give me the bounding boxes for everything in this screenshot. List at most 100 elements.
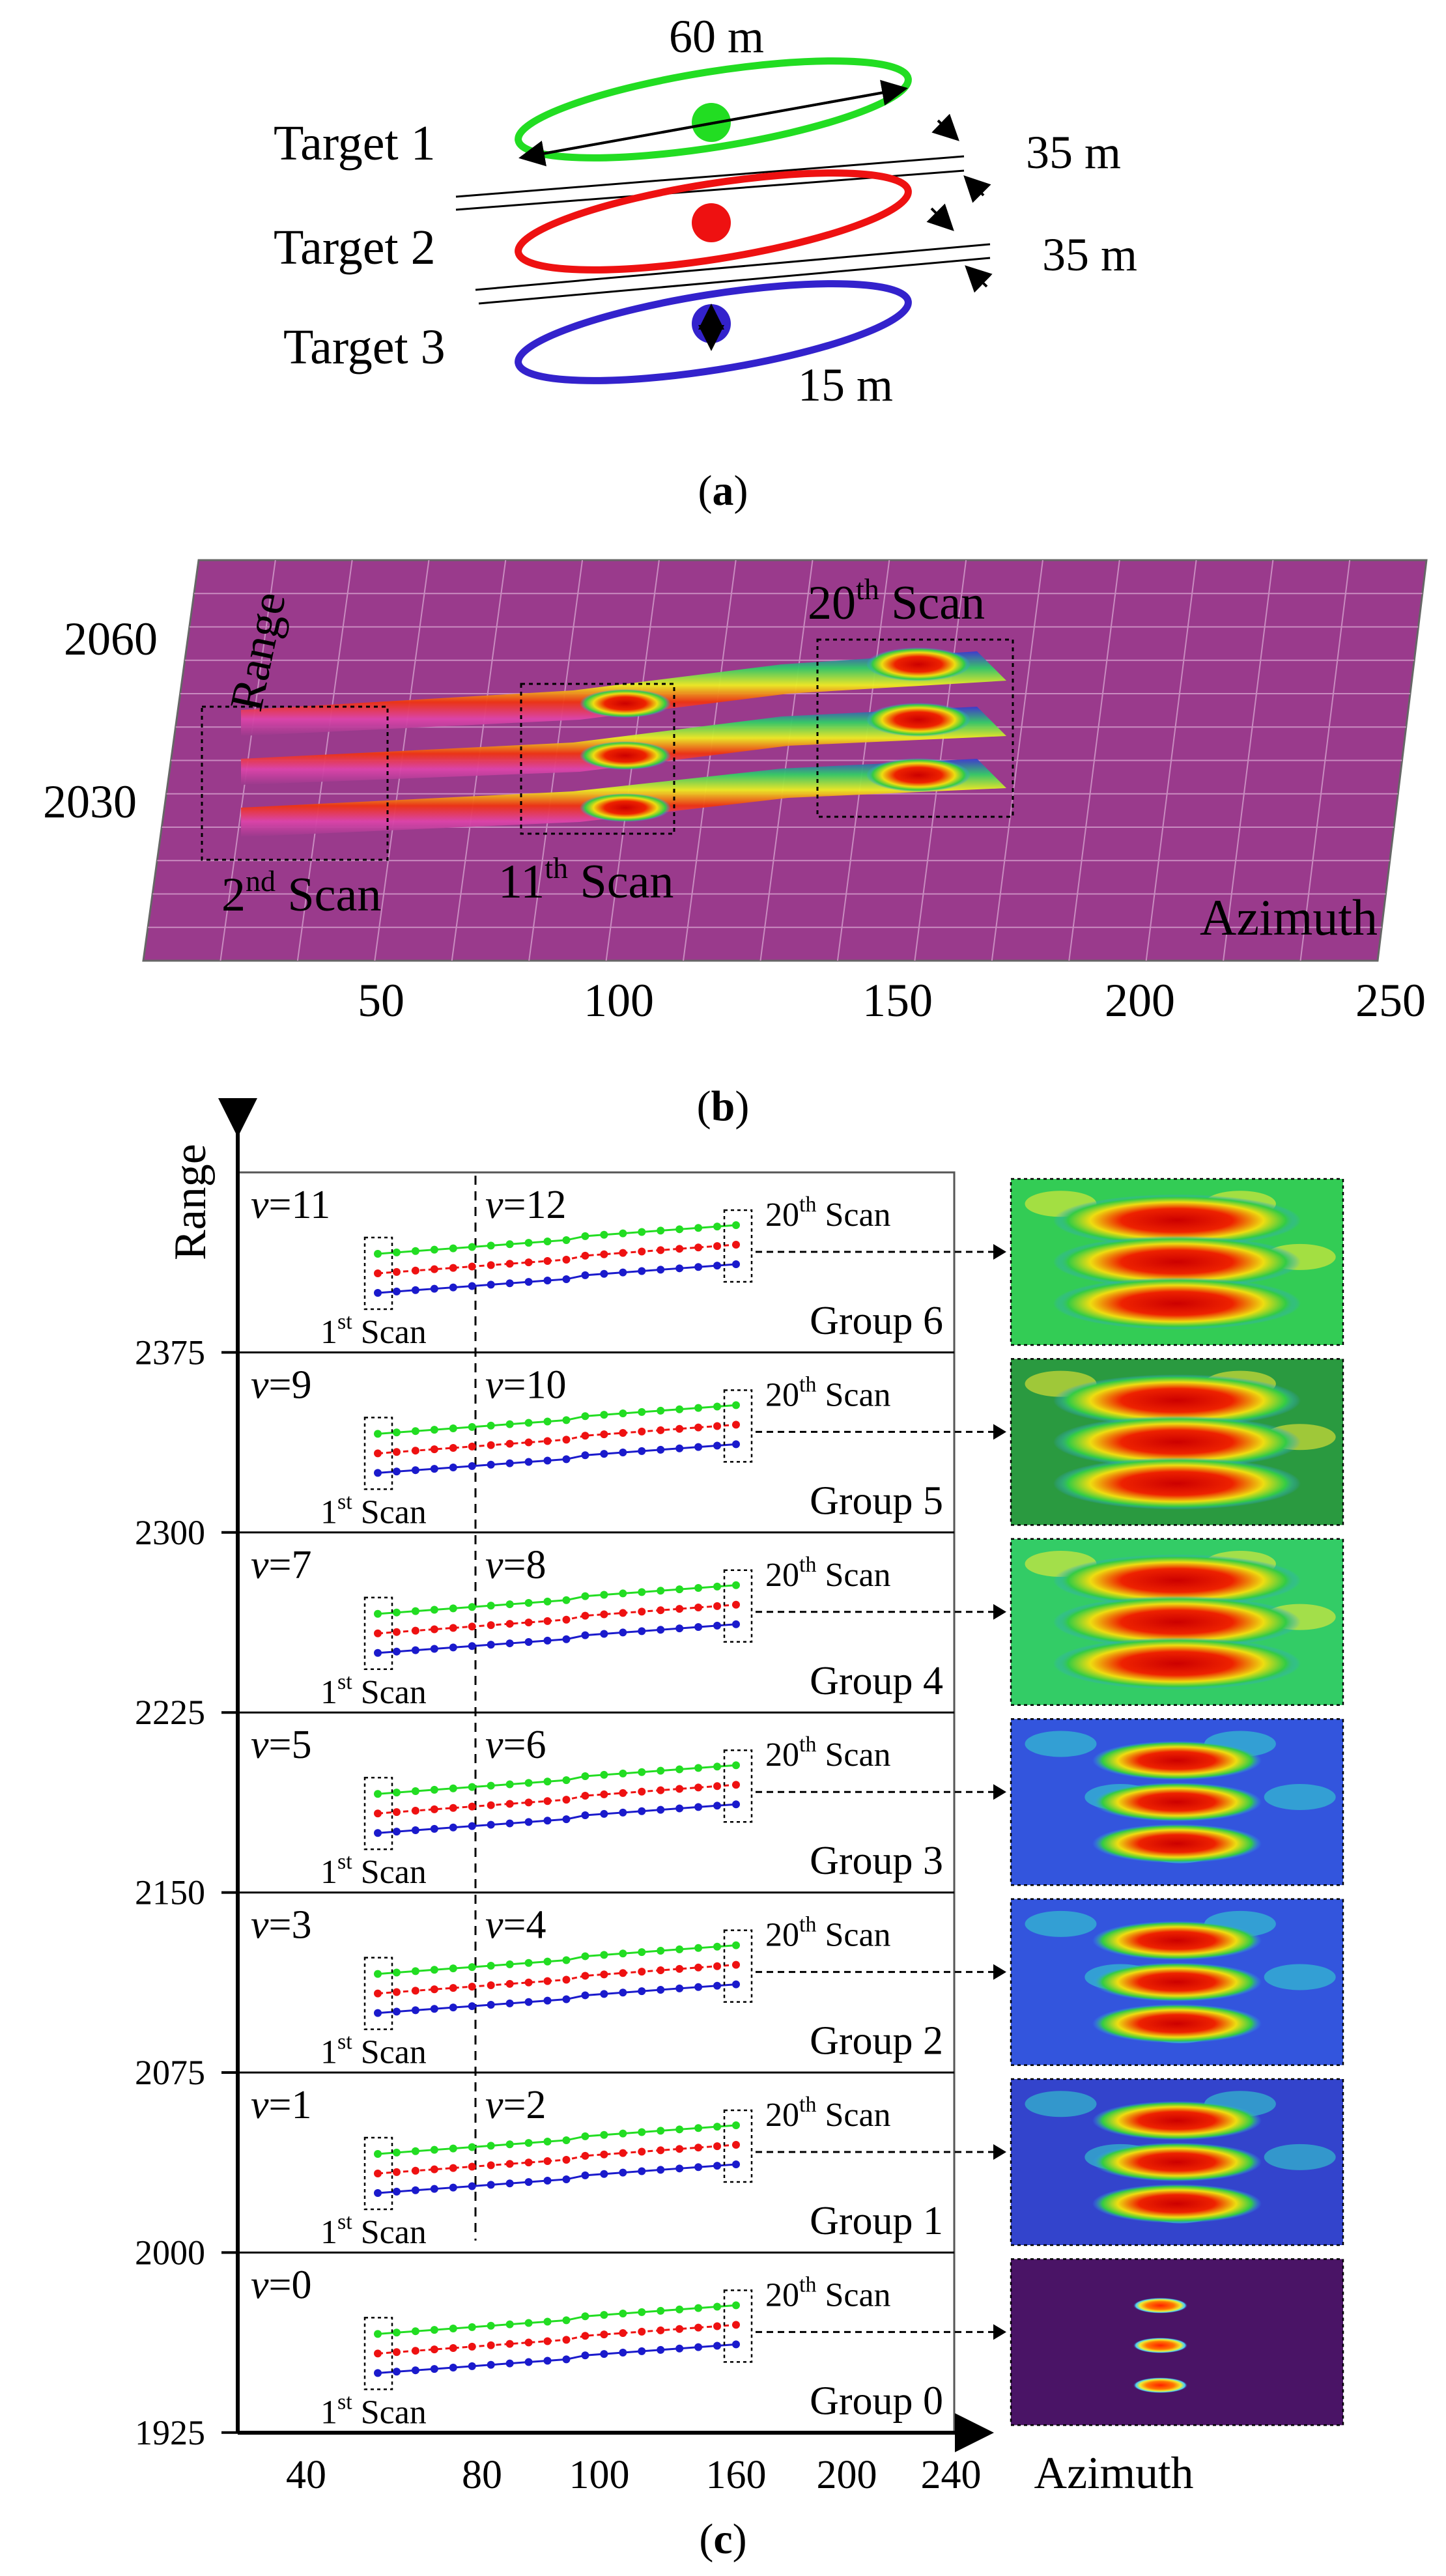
series-point xyxy=(581,2171,589,2179)
series-point xyxy=(732,2301,740,2310)
first-scan-box xyxy=(363,1417,393,1490)
series-point xyxy=(505,1800,514,1808)
x-tick-200: 200 xyxy=(1105,974,1175,1026)
series-point xyxy=(581,1772,589,1781)
series-point xyxy=(600,2130,608,2139)
series-point xyxy=(713,2302,722,2311)
series-point xyxy=(449,1964,457,1973)
series-point xyxy=(524,2319,533,2327)
separator-line-1 xyxy=(455,155,965,198)
scan-label-11th: 11th Scan xyxy=(498,851,673,909)
series-point xyxy=(392,2007,401,2016)
series-point xyxy=(411,1967,419,1975)
series-point xyxy=(694,1423,703,1432)
series-point xyxy=(675,1964,684,1973)
series-point xyxy=(619,1769,627,1777)
group-label: Group 1 xyxy=(810,2199,943,2243)
last-scan-box xyxy=(723,1569,753,1643)
series-point xyxy=(581,2151,589,2160)
series-point xyxy=(392,1647,401,1656)
target-2-label: Target 2 xyxy=(274,220,436,275)
series-point xyxy=(562,1635,571,1643)
series-point xyxy=(694,1783,703,1792)
series-point xyxy=(581,1451,589,1460)
v-label-left: v=11 xyxy=(251,1183,330,1227)
series-point xyxy=(675,1945,684,1953)
y-tick-label: 2000 xyxy=(135,2233,205,2272)
series-point xyxy=(694,1443,703,1451)
series-point xyxy=(543,2138,552,2146)
series-point xyxy=(638,2347,646,2355)
target-strips xyxy=(241,647,1006,837)
series-point xyxy=(694,1584,703,1592)
heatmap-border xyxy=(1010,2258,1344,2426)
x-tick-250: 250 xyxy=(1355,974,1426,1026)
series-point xyxy=(675,1765,684,1774)
series-point xyxy=(411,2327,419,2336)
series-point xyxy=(411,1646,419,1654)
series-point xyxy=(562,1255,571,1264)
v-label-left: v=9 xyxy=(251,1363,312,1407)
series-point xyxy=(675,1405,684,1413)
heatmap-blob xyxy=(1092,1740,1262,1780)
heatmap-border xyxy=(1010,1178,1344,1346)
series-point xyxy=(392,2168,401,2176)
series-point xyxy=(487,2161,495,2170)
grid-line xyxy=(836,559,890,961)
series-point xyxy=(694,2304,703,2312)
series-point xyxy=(562,1995,571,2003)
series-point xyxy=(449,2324,457,2332)
series-point xyxy=(619,2310,627,2318)
series-point xyxy=(487,1641,495,1649)
series-point xyxy=(694,1604,703,1612)
series-point xyxy=(374,2170,382,2177)
series-point xyxy=(468,1422,476,1431)
series-point xyxy=(713,1962,722,1970)
axis-label-azimuth-c: Azimuth xyxy=(1034,2448,1194,2498)
heatmap-blob xyxy=(1092,2003,1262,2043)
series-point xyxy=(524,1598,533,1607)
series-point xyxy=(505,1979,514,1988)
series-point xyxy=(430,2185,438,2193)
series-point xyxy=(449,2164,457,2172)
series-point xyxy=(713,1582,722,1591)
spacing-2-label: 35 m xyxy=(1042,229,1137,281)
series-point xyxy=(430,1985,438,1994)
series-point xyxy=(468,1262,476,1271)
series-point xyxy=(374,2189,382,2197)
series-point xyxy=(657,1226,665,1235)
heatmap-blob xyxy=(1092,1824,1262,1863)
series-point xyxy=(638,2327,646,2336)
series-point xyxy=(411,1266,419,1275)
series-point xyxy=(524,2358,533,2366)
series-point xyxy=(713,1762,722,1771)
series-point xyxy=(619,1268,627,1277)
last-scan-label: 20th Scan xyxy=(765,2093,891,2134)
series-point xyxy=(581,1251,589,1260)
series-point xyxy=(411,1626,419,1635)
series-point xyxy=(505,1459,514,1467)
series-point xyxy=(543,1277,552,1285)
series-point xyxy=(657,1947,665,1955)
series-point xyxy=(374,2369,382,2377)
series-point xyxy=(449,2003,457,2012)
series-point xyxy=(524,2158,533,2167)
heatmap-texture xyxy=(1025,2091,1097,2117)
series-point xyxy=(430,1805,438,1813)
series-point xyxy=(562,1796,571,1804)
series-point xyxy=(449,1823,457,1832)
series-point xyxy=(543,1617,552,1625)
series-point xyxy=(524,1618,533,1626)
series-point xyxy=(487,2142,495,2150)
group-label: Group 0 xyxy=(810,2379,943,2423)
y-tick-label: 2300 xyxy=(135,1513,205,1552)
series-point xyxy=(449,1624,457,1632)
series-point xyxy=(411,2366,419,2375)
series-point xyxy=(694,1963,703,1972)
series-point xyxy=(732,2121,740,2129)
heatmap-blob xyxy=(1053,1277,1301,1330)
series-point xyxy=(524,1258,533,1267)
x-tick-200: 200 xyxy=(817,2453,877,2497)
target-1-ellipse xyxy=(515,57,912,162)
series-point xyxy=(468,1603,476,1611)
